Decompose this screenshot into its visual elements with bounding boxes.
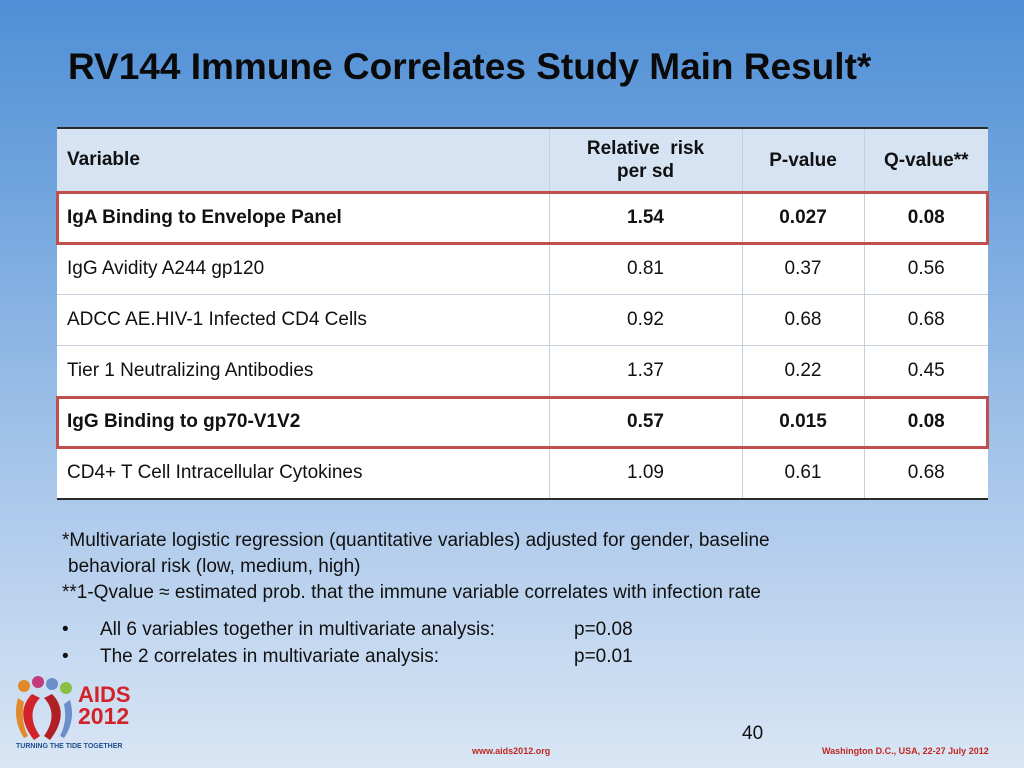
bullet-icon: • xyxy=(62,646,69,667)
cell-variable: IgA Binding to Envelope Panel xyxy=(57,192,550,244)
header-relative-risk-line1: Relative risk xyxy=(586,138,705,159)
header-p-value: P-value xyxy=(742,128,865,192)
table-row: CD4+ T Cell Intracellular Cytokines 1.09… xyxy=(57,447,988,499)
bullet-item: • All 6 variables together in multivaria… xyxy=(62,616,962,643)
cell-q-value: 0.56 xyxy=(907,258,945,279)
cell-p-value: 0.22 xyxy=(742,345,865,397)
cell-relative-risk: 1.09 xyxy=(549,447,743,499)
cell-variable: IgG Avidity A244 gp120 xyxy=(57,243,550,295)
footnotes: *Multivariate logistic regression (quant… xyxy=(62,528,962,606)
table-header-row: Variable Relative risk per sd P-value Q-… xyxy=(57,128,988,192)
bullet-label: The 2 correlates in multivariate analysi… xyxy=(100,646,439,667)
cell-variable: Tier 1 Neutralizing Antibodies xyxy=(57,345,550,397)
cell-variable: IgG Binding to gp70-V1V2 xyxy=(57,396,550,448)
cell-q-value: 0.68 xyxy=(907,309,945,330)
cell-p-value: 0.37 xyxy=(742,243,865,295)
logo-tagline: TURNING THE TIDE TOGETHER xyxy=(16,743,123,750)
cell-q-value: 0.68 xyxy=(907,462,945,483)
cell-variable: CD4+ T Cell Intracellular Cytokines xyxy=(57,447,550,499)
table-row: IgG Binding to gp70-V1V2 0.57 0.015 0.08 xyxy=(56,395,989,449)
table-row: IgA Binding to Envelope Panel 1.54 0.027… xyxy=(56,191,989,245)
header-relative-risk-line2: per sd xyxy=(616,161,675,182)
header-relative-risk: Relative risk per sd xyxy=(549,128,743,192)
cell-p-value: 0.68 xyxy=(742,294,865,346)
bullet-label: All 6 variables together in multivariate… xyxy=(100,619,495,640)
bullet-item: • The 2 correlates in multivariate analy… xyxy=(62,643,962,670)
aids2012-logo: AIDS 2012 TURNING THE TIDE TOGETHER xyxy=(12,672,136,758)
cell-p-value: 0.61 xyxy=(742,447,865,499)
cell-q-value: 0.45 xyxy=(907,360,945,381)
bullet-list: • All 6 variables together in multivaria… xyxy=(62,616,962,670)
cell-relative-risk: 0.81 xyxy=(549,243,743,295)
slide-title: RV144 Immune Correlates Study Main Resul… xyxy=(68,46,872,87)
cell-p-value: 0.027 xyxy=(742,192,865,244)
cell-q-value: 0.08 xyxy=(907,207,945,228)
footer-url[interactable]: www.aids2012.org xyxy=(472,746,551,756)
cell-p-value: 0.015 xyxy=(742,396,865,448)
results-table: Variable Relative risk per sd P-value Q-… xyxy=(56,127,989,500)
footnote-line: **1-Qvalue ≈ estimated prob. that the im… xyxy=(62,582,761,603)
logo-text-year: 2012 xyxy=(78,703,130,729)
page-number: 40 xyxy=(742,723,764,744)
cell-relative-risk: 1.54 xyxy=(549,192,743,244)
logo-text-aids: AIDS xyxy=(78,682,131,707)
cell-relative-risk: 0.92 xyxy=(549,294,743,346)
footnote-line: *Multivariate logistic regression (quant… xyxy=(62,530,770,551)
table-row: ADCC AE.HIV-1 Infected CD4 Cells 0.92 0.… xyxy=(57,294,988,346)
bullet-value: p=0.01 xyxy=(574,646,633,667)
footnote-line: behavioral risk (low, medium, high) xyxy=(68,556,361,577)
cell-relative-risk: 1.37 xyxy=(549,345,743,397)
table-row: Tier 1 Neutralizing Antibodies 1.37 0.22… xyxy=(57,345,988,397)
ribbon-people-icon xyxy=(16,676,72,740)
table-row: IgG Avidity A244 gp120 0.81 0.37 0.56 xyxy=(57,243,988,295)
cell-q-value: 0.08 xyxy=(907,411,945,432)
cell-variable: ADCC AE.HIV-1 Infected CD4 Cells xyxy=(57,294,550,346)
header-variable: Variable xyxy=(57,128,550,192)
bullet-icon: • xyxy=(62,619,69,640)
footer-event: Washington D.C., USA, 22-27 July 2012 xyxy=(822,746,989,756)
header-q-value: Q-value** xyxy=(884,149,969,171)
cell-relative-risk: 0.57 xyxy=(549,396,743,448)
bullet-value: p=0.08 xyxy=(574,619,633,640)
